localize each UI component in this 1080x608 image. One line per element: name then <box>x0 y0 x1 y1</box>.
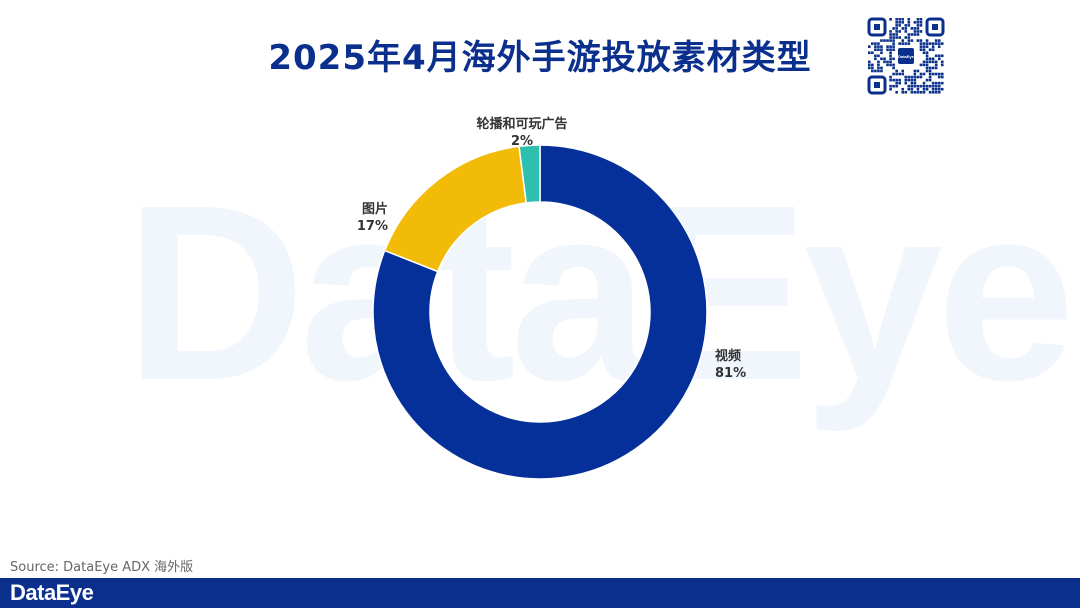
slice-1 <box>372 144 708 480</box>
footer-bar: DataEye <box>0 578 1080 608</box>
slice-name-label-2: 图片 <box>362 201 388 217</box>
slice-name-label-3: 轮播和可玩广告 <box>476 116 567 132</box>
slice-3 <box>518 144 541 204</box>
page-title: 2025年4月海外手游投放素材类型 <box>268 38 812 78</box>
slice-name-label-1: 视频 <box>715 348 741 364</box>
slice-2 <box>383 145 528 273</box>
footer-logo: DataEye <box>10 580 94 605</box>
slice-value-label-2: 17% <box>357 219 388 234</box>
qr-badge-text: DataEye <box>898 54 915 59</box>
slice-value-label-1: 81% <box>715 366 746 381</box>
qr-code: DataEye <box>866 16 946 96</box>
slice-value-label-3: 2% <box>511 134 533 149</box>
source-note: Source: DataEye ADX 海外版 <box>10 560 194 575</box>
